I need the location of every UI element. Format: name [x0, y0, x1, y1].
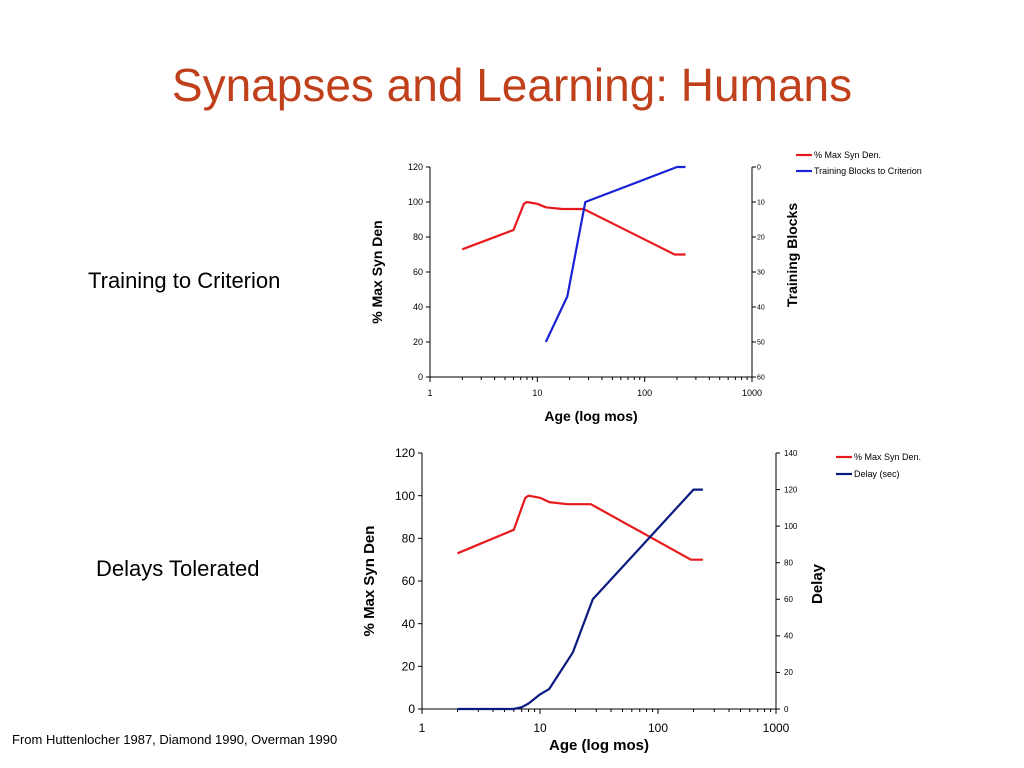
y2-axis-label: Training Blocks [784, 203, 800, 307]
legend-label: Training Blocks to Criterion [814, 166, 922, 176]
y-tick-label: 80 [402, 532, 416, 546]
series-line-syn-den [461, 200, 686, 256]
slide-title: Synapses and Learning: Humans [171, 59, 853, 111]
x-tick-label: 1 [419, 721, 426, 735]
y2-tick-label: 60 [757, 374, 765, 381]
x-axis-label: Age (log mos) [544, 408, 637, 424]
y2-tick-label: 20 [757, 234, 765, 241]
legend-label: % Max Syn Den. [854, 452, 921, 462]
y-axis-label: % Max Syn Den [369, 220, 385, 323]
x-tick-label: 1 [427, 388, 432, 398]
series-line-delay [457, 488, 703, 711]
x-tick-label: 1000 [742, 388, 762, 398]
y-tick-label: 60 [402, 574, 416, 588]
y-tick-label: 100 [395, 489, 415, 503]
y2-tick-label: 100 [784, 522, 798, 531]
citation-footer: From Huttenlocher 1987, Diamond 1990, Ov… [12, 732, 338, 747]
y-tick-label: 100 [408, 197, 423, 207]
y2-tick-label: 0 [757, 164, 761, 171]
y-tick-label: 20 [413, 337, 423, 347]
legend-label: % Max Syn Den. [814, 150, 881, 160]
y2-tick-label: 0 [784, 705, 789, 714]
legend-label: Delay (sec) [854, 469, 900, 479]
x-tick-label: 1000 [763, 721, 790, 735]
y2-tick-label: 120 [784, 485, 798, 494]
x-tick-label: 100 [637, 388, 652, 398]
y2-tick-label: 20 [784, 668, 793, 677]
y2-tick-label: 40 [784, 632, 793, 641]
y-tick-label: 60 [413, 267, 423, 277]
y2-tick-label: 30 [757, 269, 765, 276]
y2-tick-label: 50 [757, 339, 765, 346]
y2-tick-label: 140 [784, 449, 798, 458]
label-delays-tolerated: Delays Tolerated [96, 556, 260, 581]
y2-tick-label: 10 [757, 199, 765, 206]
x-tick-label: 100 [648, 721, 668, 735]
y-tick-label: 40 [413, 302, 423, 312]
y2-axis-label: Delay [809, 563, 826, 604]
x-axis-label: Age (log mos) [549, 737, 649, 754]
y-axis-label: % Max Syn Den [361, 526, 378, 637]
y-tick-label: 0 [408, 702, 415, 716]
y-tick-label: 0 [418, 372, 423, 382]
y-tick-label: 20 [402, 660, 416, 674]
y-tick-label: 40 [402, 617, 416, 631]
series-line-training-blocks [544, 165, 686, 343]
label-training-to-criterion: Training to Criterion [88, 268, 281, 293]
series-line-syn-den [457, 494, 703, 561]
y-tick-label: 120 [408, 162, 423, 172]
y2-tick-label: 60 [784, 595, 793, 604]
y-tick-label: 120 [395, 446, 415, 460]
y2-tick-label: 40 [757, 304, 765, 311]
y2-tick-label: 80 [784, 559, 793, 568]
y-tick-label: 80 [413, 232, 423, 242]
x-tick-label: 10 [533, 721, 547, 735]
x-tick-label: 10 [532, 388, 542, 398]
